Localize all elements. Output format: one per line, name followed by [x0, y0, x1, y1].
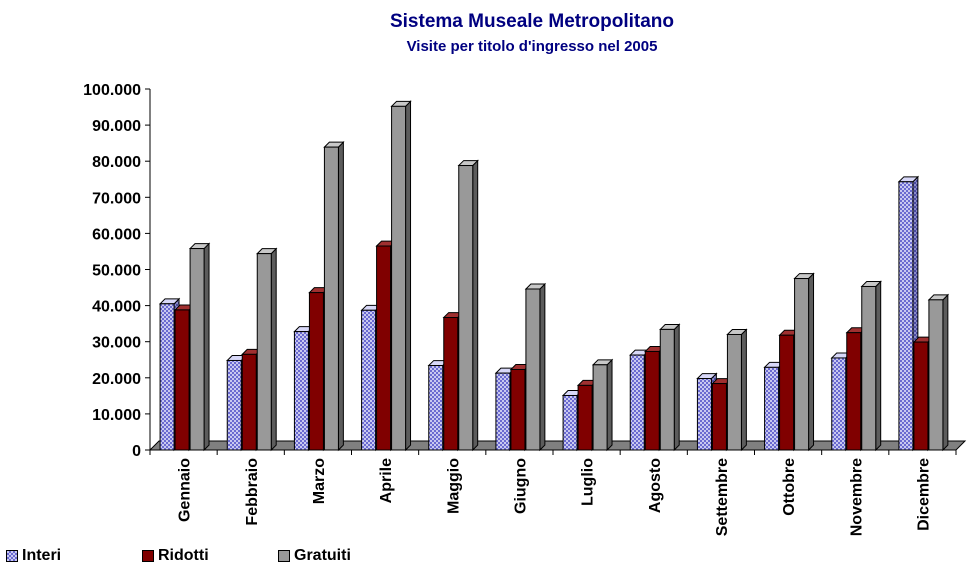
- bar-side: [405, 100, 412, 452]
- bar: [726, 333, 742, 451]
- y-tick-label: 50.000: [92, 263, 141, 280]
- bar: [794, 278, 810, 451]
- bar-side: [673, 323, 680, 452]
- bar-side: [942, 293, 949, 452]
- y-tick-label: 90.000: [92, 118, 141, 135]
- legend-item-gratuiti: Gratuiti: [278, 547, 351, 565]
- bar: [629, 354, 645, 451]
- y-tick-label: 0: [132, 443, 141, 460]
- x-tick-label: Marzo: [311, 458, 328, 504]
- y-tick-label: 10.000: [92, 407, 141, 424]
- chart-title: Sistema Museale Metropolitano: [390, 11, 674, 32]
- y-tick-label: 80.000: [92, 154, 141, 171]
- bar: [644, 350, 660, 451]
- bar: [293, 331, 309, 451]
- bar: [831, 357, 847, 451]
- x-tick-label: Agosto: [647, 458, 664, 513]
- bar: [898, 181, 914, 451]
- bar: [510, 368, 526, 451]
- bar: [256, 253, 272, 451]
- bar: [308, 292, 324, 451]
- bar: [913, 341, 929, 451]
- bar: [159, 303, 175, 451]
- y-tick-label: 70.000: [92, 190, 141, 207]
- y-tick-label: 20.000: [92, 371, 141, 388]
- x-axis: Gennaio Febbraio Marzo Aprile Maggio Giugno Lu…: [149, 449, 957, 536]
- chart: Sistema Museale Metropolitano Visite per…: [83, 11, 967, 536]
- bar: [323, 146, 339, 451]
- legend-label-ridotti: Ridotti: [158, 547, 209, 564]
- bar: [696, 378, 712, 451]
- legend-swatch-gratuiti: [278, 550, 290, 562]
- y-tick-label: 60.000: [92, 226, 141, 243]
- bar: [241, 353, 257, 451]
- x-tick-label: Gennaio: [177, 458, 194, 522]
- bar: [458, 165, 474, 451]
- x-tick-label: Maggio: [445, 458, 462, 514]
- bar-side: [270, 247, 277, 452]
- bar: [592, 364, 608, 451]
- x-tick-label: Novembre: [848, 458, 865, 536]
- legend-label-gratuiti: Gratuiti: [294, 547, 351, 564]
- legend-label-interi: Interi: [22, 547, 62, 564]
- legend-item-interi: Interi: [6, 547, 61, 565]
- bar: [928, 299, 944, 451]
- bar: [495, 372, 511, 451]
- x-tick-label: Febbraio: [244, 458, 261, 526]
- bar-side: [740, 328, 747, 452]
- bar: [659, 328, 675, 451]
- chart-subtitle: Visite per titolo d'ingresso nel 2005: [407, 38, 658, 55]
- x-tick-label: Settembre: [714, 458, 731, 536]
- legend-item-ridotti: Ridotti: [142, 547, 209, 565]
- bar: [861, 285, 877, 451]
- legend-swatch-interi: [6, 550, 18, 562]
- bar-side: [472, 159, 479, 452]
- bar: [443, 317, 459, 451]
- bars-group: [158, 100, 950, 452]
- y-tick-label: 30.000: [92, 335, 141, 352]
- legend-swatch-ridotti: [142, 550, 154, 562]
- x-tick-label: Giugno: [512, 458, 529, 514]
- y-axis: 0 10.000 20.000 30.000 40.000 50.000 60.000 70.…: [83, 82, 151, 460]
- legend: Interi Ridotti Gratuiti: [6, 547, 566, 569]
- bar: [376, 245, 392, 451]
- bar: [525, 288, 541, 451]
- bar-side: [875, 280, 882, 452]
- bar: [846, 332, 862, 451]
- bar-side: [808, 272, 815, 452]
- bar: [764, 366, 780, 451]
- bar: [428, 365, 444, 451]
- bar: [562, 394, 578, 451]
- bar: [779, 334, 795, 451]
- bar: [189, 248, 205, 451]
- bar-side: [337, 140, 344, 452]
- bar-side: [606, 358, 613, 452]
- bar: [174, 309, 190, 451]
- bar: [711, 383, 727, 451]
- bar-side: [203, 242, 210, 452]
- x-tick-label: Luglio: [580, 458, 597, 506]
- y-tick-label: 40.000: [92, 299, 141, 316]
- x-tick-label: Aprile: [378, 458, 395, 503]
- x-tick-label: Dicembre: [915, 458, 932, 531]
- bar: [577, 384, 593, 451]
- bar: [361, 309, 377, 451]
- bar: [226, 359, 242, 451]
- x-tick-label: Ottobre: [781, 458, 798, 516]
- bar: [391, 105, 407, 451]
- bar-side: [539, 282, 546, 452]
- y-tick-label: 100.000: [83, 82, 141, 99]
